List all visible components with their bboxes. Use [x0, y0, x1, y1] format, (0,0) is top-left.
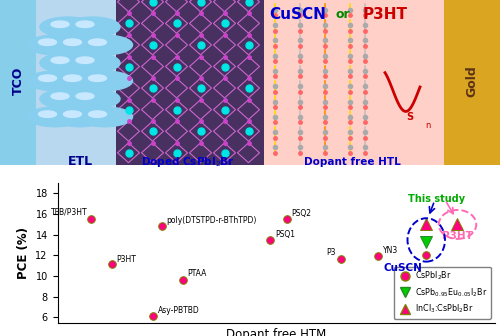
Text: ETL: ETL — [68, 155, 92, 168]
Circle shape — [64, 39, 82, 45]
Circle shape — [78, 71, 132, 91]
X-axis label: Dopant free HTM: Dopant free HTM — [226, 328, 326, 336]
Text: TFB/P3HT: TFB/P3HT — [52, 208, 88, 217]
Text: P3HT: P3HT — [362, 7, 408, 22]
Circle shape — [40, 17, 95, 37]
Circle shape — [64, 111, 82, 117]
Bar — [36, 0, 116, 165]
Text: Dopant free HTL: Dopant free HTL — [304, 157, 401, 167]
Circle shape — [65, 17, 120, 37]
Text: YN3: YN3 — [384, 246, 398, 255]
Text: S: S — [406, 112, 414, 122]
Text: This study: This study — [408, 194, 465, 204]
Circle shape — [28, 35, 82, 55]
Circle shape — [38, 75, 56, 81]
Circle shape — [76, 93, 94, 99]
Text: or: or — [335, 8, 350, 21]
Circle shape — [52, 71, 108, 91]
Circle shape — [88, 39, 106, 45]
Bar — [444, 0, 500, 165]
Circle shape — [65, 53, 120, 73]
Circle shape — [38, 39, 56, 45]
Text: P3HT: P3HT — [442, 230, 473, 241]
Bar — [116, 0, 264, 165]
Text: PSQ2: PSQ2 — [292, 209, 312, 218]
Circle shape — [78, 35, 132, 55]
Circle shape — [40, 89, 95, 109]
Text: PSQ1: PSQ1 — [275, 230, 295, 239]
Text: CuSCN: CuSCN — [269, 7, 326, 22]
Text: PTAA: PTAA — [188, 268, 207, 278]
Circle shape — [76, 57, 94, 64]
Circle shape — [40, 53, 95, 73]
Text: P3: P3 — [326, 249, 336, 257]
Text: CuSCN: CuSCN — [384, 263, 423, 272]
Circle shape — [64, 75, 82, 81]
Bar — [116, 0, 264, 165]
Circle shape — [51, 57, 69, 64]
Y-axis label: PCE (%): PCE (%) — [17, 227, 30, 279]
Circle shape — [51, 93, 69, 99]
Text: P3HT: P3HT — [116, 255, 136, 264]
Text: n: n — [425, 121, 430, 130]
Circle shape — [76, 21, 94, 28]
Circle shape — [65, 89, 120, 109]
Circle shape — [28, 107, 82, 127]
Text: Asy-PBTBD: Asy-PBTBD — [158, 306, 200, 315]
Text: Doped CsPbI$_2$Br: Doped CsPbI$_2$Br — [140, 155, 234, 169]
Text: TCO: TCO — [12, 67, 24, 95]
Circle shape — [52, 107, 108, 127]
Text: Gold: Gold — [465, 65, 478, 97]
Bar — [0, 0, 36, 165]
Legend: CsPbI$_2$Br, CsPb$_{0.95}$Eu$_{0.05}$I$_2$Br, InCl$_3$:CsPbI$_2$Br: CsPbI$_2$Br, CsPb$_{0.95}$Eu$_{0.05}$I$_… — [394, 266, 491, 319]
Circle shape — [51, 21, 69, 28]
Circle shape — [28, 71, 82, 91]
Bar — [264, 0, 444, 165]
Circle shape — [52, 35, 108, 55]
Circle shape — [88, 75, 106, 81]
Circle shape — [88, 111, 106, 117]
Text: poly(DTSTPD-r-BThTPD): poly(DTSTPD-r-BThTPD) — [166, 216, 257, 225]
Circle shape — [78, 107, 132, 127]
Circle shape — [38, 111, 56, 117]
